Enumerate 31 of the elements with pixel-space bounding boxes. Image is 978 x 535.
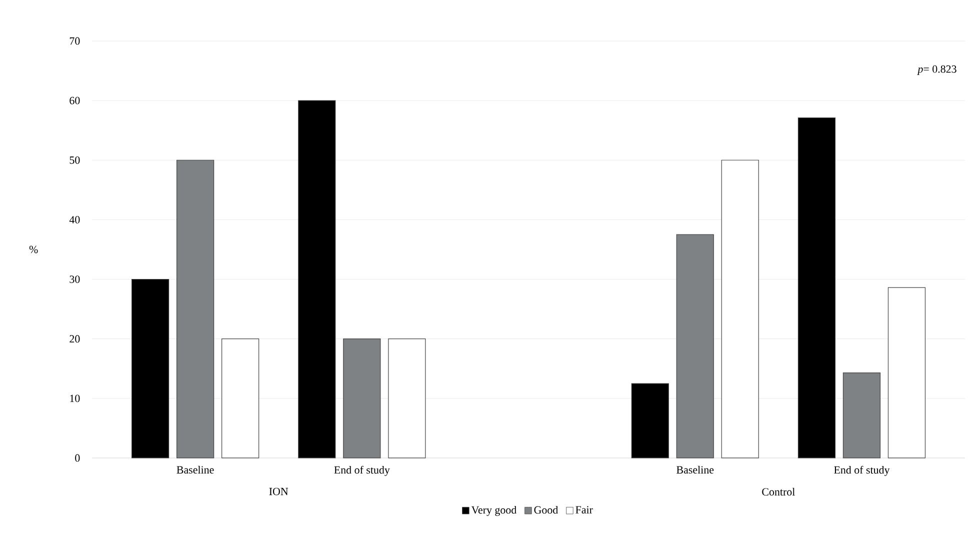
y-tick-label: 40	[69, 216, 80, 224]
bar	[888, 287, 926, 458]
x-tick-label: End of study	[334, 466, 390, 476]
bar	[798, 118, 836, 458]
y-tick-label: 10	[70, 394, 80, 402]
annotation: p= 0.823	[917, 65, 956, 75]
bar	[298, 100, 336, 458]
y-tick-label: 20	[70, 335, 80, 343]
x-tick-label: End of study	[834, 466, 890, 476]
legend-label: Very good	[471, 506, 516, 516]
legend-label: Good	[534, 506, 558, 514]
x-tick-label: Baseline	[676, 466, 714, 474]
y-tick-label: 50	[70, 156, 80, 164]
bar	[676, 234, 714, 458]
bar	[721, 160, 759, 458]
bar	[176, 160, 214, 458]
bar	[631, 383, 669, 458]
y-axis-title: %	[29, 246, 38, 254]
text: ION	[269, 488, 288, 496]
bar	[842, 372, 881, 458]
x-tick-label: Baseline	[176, 466, 214, 474]
bar	[388, 338, 426, 458]
y-tick-label: 70	[70, 37, 80, 45]
y-tick-label: 60	[70, 96, 80, 104]
y-tick-label: 0	[75, 454, 80, 462]
bar	[132, 278, 170, 458]
bar	[343, 338, 381, 458]
text: Control	[762, 488, 795, 496]
bar	[222, 338, 260, 458]
legend-label: Fair	[576, 506, 593, 514]
y-tick-label: 30	[70, 276, 80, 283]
